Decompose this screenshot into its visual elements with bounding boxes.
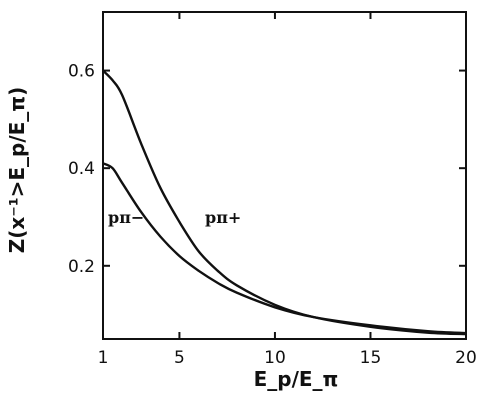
x-axis-title: E_p/E_π: [254, 367, 339, 391]
series-line-p-pi-minus: [102, 162, 467, 335]
x-axis: 1 5 10 15 20: [98, 12, 477, 368]
x-tick-label: 15: [360, 348, 382, 368]
series-label-p-pi-minus: pπ−: [108, 208, 144, 227]
plot-area: [102, 11, 467, 340]
y-tick-label: 0.2: [68, 257, 95, 277]
plot-frame: [102, 11, 467, 340]
y-axis-title: Z(x⁻¹>E_p/E_π): [5, 87, 29, 254]
x-tick-label: 1: [98, 348, 109, 368]
x-tick-label: 5: [174, 348, 185, 368]
y-tick-label: 0.6: [68, 62, 95, 82]
series-layer: [102, 69, 467, 336]
x-tick-label: 20: [455, 348, 477, 368]
y-axis: 0.2 0.4 0.6: [68, 62, 466, 277]
x-tick-label: 10: [264, 348, 286, 368]
y-tick-label: 0.4: [68, 159, 95, 179]
series-line-p-pi-plus: [102, 69, 467, 336]
series-label-p-pi-plus: pπ+: [205, 208, 241, 227]
